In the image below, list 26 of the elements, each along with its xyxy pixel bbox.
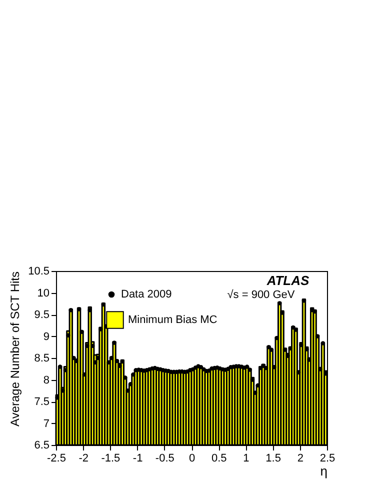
x-tick-label: -0.5	[155, 452, 174, 464]
x-tick-label: -1	[132, 452, 143, 464]
x-tick-label: -1.5	[101, 452, 120, 464]
y-axis-title: Average Number of SCT Hits	[8, 272, 22, 426]
x-tick-label: -2	[78, 452, 88, 464]
y-tick-label: 7	[43, 418, 50, 430]
annotation: ATLAS	[266, 273, 310, 288]
x-tick-label: 1.5	[266, 452, 281, 464]
x-tick-label: 0	[188, 452, 196, 464]
y-tick-label: 7.5	[34, 396, 50, 408]
x-tick-label: -2.5	[47, 452, 66, 464]
y-tick-label: 10	[37, 287, 50, 300]
y-tick-label: 10.5	[28, 266, 50, 278]
x-tick-label: 0.5	[211, 452, 227, 464]
annotation: √s = 900 GeV	[227, 289, 296, 301]
y-tick-label: 8.5	[34, 352, 50, 364]
y-tick-label: 9	[43, 330, 50, 343]
y-tick-label: 8	[43, 374, 50, 386]
y-tick-label: 9.5	[34, 309, 50, 321]
x-tick-label: 2	[297, 452, 304, 464]
x-axis-title: η	[320, 464, 328, 478]
x-tick-label: 1	[243, 452, 250, 464]
legend-label: Minimum Bias MC	[128, 314, 218, 326]
y-tick-label: 6.5	[34, 440, 50, 452]
x-tick-label: 2.5	[320, 452, 336, 464]
legend-label: Data 2009	[121, 288, 172, 300]
